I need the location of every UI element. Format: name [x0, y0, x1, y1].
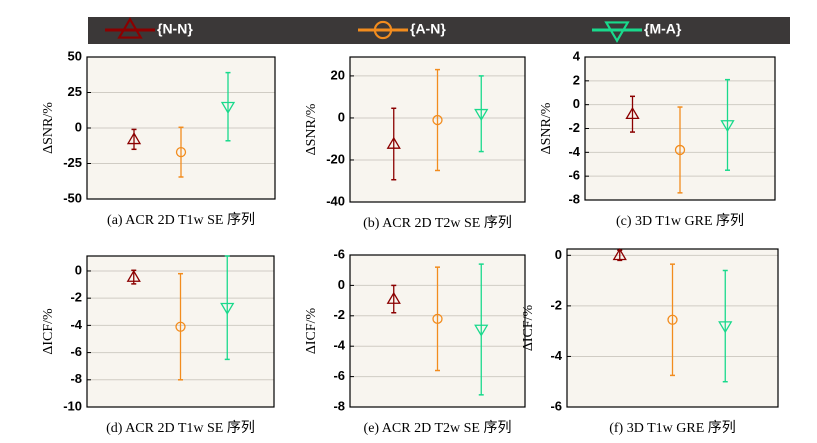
y-tick-label: -6	[70, 344, 82, 359]
legend-label: {M-A}	[644, 21, 682, 37]
y-tick-label: 50	[68, 48, 82, 63]
y-tick-label: 25	[68, 84, 82, 99]
y-tick-label: -20	[326, 151, 345, 166]
plot-frame	[86, 56, 276, 200]
y-axis-label: ΔICF/%	[521, 304, 536, 351]
marker	[718, 321, 733, 334]
plot-frame	[86, 255, 275, 408]
marker	[474, 324, 489, 337]
marker	[126, 132, 142, 145]
marker	[474, 108, 489, 122]
plot-frame	[349, 56, 526, 203]
marker	[720, 120, 735, 133]
y-tick-label: -4	[568, 144, 580, 159]
caption: (f) 3D T1w GRE 序列	[609, 420, 736, 436]
y-tick-label: -8	[333, 398, 345, 413]
y-tick-label: -6	[550, 398, 562, 413]
caption: (c) 3D T1w GRE 序列	[616, 213, 744, 229]
y-tick-label: -2	[568, 120, 580, 135]
y-tick-label: -50	[63, 190, 82, 205]
plot-frame	[349, 254, 526, 408]
legend-label: {A-N}	[410, 21, 446, 37]
y-tick-label: -2	[70, 290, 82, 305]
y-tick-label: -4	[333, 338, 345, 353]
y-tick-label: 0	[573, 96, 580, 111]
y-tick-label: -10	[63, 398, 82, 413]
plot-frame	[584, 56, 776, 201]
y-axis-label: ΔICF/%	[41, 308, 56, 355]
legend-marker	[373, 20, 393, 40]
caption: (e) ACR 2D T2w SE 序列	[364, 420, 512, 436]
y-tick-label: -6	[333, 368, 345, 383]
y-tick-label: 0	[555, 247, 562, 262]
marker	[126, 269, 141, 282]
caption: (a) ACR 2D T1w SE 序列	[107, 212, 255, 228]
marker	[220, 101, 236, 114]
caption: (b) ACR 2D T2w SE 序列	[363, 215, 512, 231]
legend-marker	[604, 21, 630, 43]
marker	[667, 314, 678, 325]
y-tick-label: -4	[70, 317, 82, 332]
y-axis-label: ΔSNR/%	[41, 102, 56, 154]
legend-marker	[117, 17, 143, 39]
marker	[432, 313, 443, 324]
y-tick-label: 0	[338, 277, 345, 292]
y-tick-label: -6	[568, 168, 580, 183]
y-tick-label: -25	[63, 155, 82, 170]
y-axis-label: ΔSNR/%	[304, 103, 319, 155]
plot-frame	[566, 248, 779, 408]
y-tick-label: -8	[70, 371, 82, 386]
y-axis-label: ΔSNR/%	[539, 102, 554, 154]
marker	[386, 291, 401, 304]
y-tick-label: 0	[338, 109, 345, 124]
marker	[432, 114, 443, 126]
marker	[175, 321, 186, 332]
legend-box	[88, 17, 790, 44]
y-axis-label: ΔICF/%	[304, 307, 319, 354]
y-tick-label: -4	[550, 348, 562, 363]
legend-label: {N-N}	[157, 21, 193, 37]
y-tick-label: 0	[75, 119, 82, 134]
marker	[386, 136, 401, 149]
marker	[220, 302, 235, 315]
y-tick-label: 2	[573, 72, 580, 87]
y-tick-label: -6	[333, 246, 345, 261]
marker	[175, 146, 187, 158]
caption: (d) ACR 2D T1w SE 序列	[106, 420, 255, 436]
y-tick-label: -2	[550, 297, 562, 312]
y-tick-label: 20	[331, 67, 345, 82]
y-tick-label: 0	[75, 262, 82, 277]
y-tick-label: -40	[326, 193, 345, 208]
y-tick-label: -8	[568, 191, 580, 206]
marker	[625, 106, 640, 120]
marker	[612, 248, 627, 261]
y-tick-label: -2	[333, 307, 345, 322]
marker	[674, 144, 686, 156]
y-tick-label: 4	[573, 48, 581, 63]
